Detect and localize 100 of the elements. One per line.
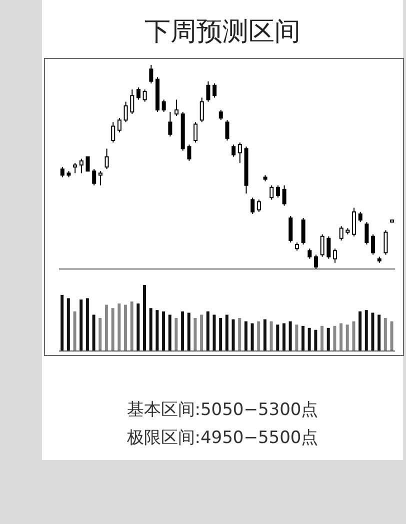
bar [136, 303, 140, 351]
candlestick [117, 118, 122, 133]
candlestick [92, 168, 96, 186]
bar [282, 323, 286, 351]
bar [232, 319, 235, 351]
candlestick [86, 156, 90, 172]
text: 极限区间:4950−5500点 [126, 427, 320, 450]
bar [340, 323, 343, 351]
candlestick [136, 86, 140, 100]
bar [73, 311, 76, 351]
bar [301, 326, 304, 351]
bar [212, 314, 216, 351]
bar [168, 314, 172, 351]
bar [86, 298, 89, 351]
candlestick [308, 248, 312, 260]
bar [181, 311, 184, 351]
candlestick [250, 197, 255, 214]
candlestick [238, 142, 242, 164]
bar [326, 328, 330, 351]
bar [364, 310, 368, 351]
bar [371, 312, 374, 351]
candlestick [352, 207, 356, 237]
candlestick [314, 254, 318, 269]
bar [333, 326, 336, 351]
bar [124, 304, 127, 351]
candlestick [333, 248, 338, 264]
candlestick [232, 144, 236, 158]
candlestick [301, 218, 306, 246]
bar [104, 304, 108, 351]
candlestick [339, 226, 344, 241]
bar [156, 310, 159, 351]
bar [257, 321, 260, 351]
candlestick [206, 80, 210, 102]
candlestick [200, 97, 204, 123]
bar [390, 321, 394, 351]
bar [60, 294, 64, 351]
text: 基本区间:5050−5300点 [126, 399, 320, 422]
bar [346, 324, 349, 351]
bar [295, 324, 298, 351]
candlestick [124, 101, 128, 123]
bar [118, 303, 121, 351]
candlestick [256, 199, 261, 212]
candlestick [218, 109, 223, 121]
candlestick [320, 234, 324, 258]
candlestick [276, 184, 280, 198]
candlestick [288, 215, 293, 243]
bar [111, 308, 114, 351]
bar [378, 314, 381, 351]
bar [219, 318, 222, 351]
bar [187, 312, 190, 351]
candlestick [225, 120, 230, 141]
candlestick [358, 211, 362, 223]
bar [270, 321, 273, 351]
bar [143, 285, 146, 351]
chart-title: 下周预测区间 [144, 16, 302, 49]
candlestick [149, 65, 154, 84]
bar [352, 321, 356, 351]
candlestick [174, 99, 179, 116]
bar [358, 311, 362, 351]
bar [66, 298, 70, 351]
candlestick [130, 88, 134, 114]
candlestick [187, 144, 192, 162]
bar [384, 318, 387, 351]
bar [308, 328, 311, 351]
bar [244, 321, 248, 351]
candlestick [194, 122, 198, 144]
candlestick [371, 234, 376, 256]
bar [288, 321, 292, 351]
candlestick [282, 184, 286, 206]
bar [80, 300, 83, 351]
candlestick [270, 184, 274, 200]
bar [149, 308, 152, 351]
bar [225, 314, 228, 351]
bar [162, 311, 166, 351]
bar [194, 318, 197, 351]
candlestick [364, 222, 369, 246]
candlestick [73, 162, 78, 174]
bar [174, 318, 178, 351]
bar [206, 311, 210, 351]
candlestick [104, 148, 109, 170]
bar [263, 319, 266, 351]
bar [98, 318, 102, 351]
candlestick [212, 82, 217, 98]
candlestick [384, 230, 388, 256]
bar [238, 318, 242, 351]
bar [314, 330, 318, 351]
bar [200, 314, 204, 351]
candlestick [142, 88, 147, 102]
bar [130, 302, 134, 351]
bar [92, 314, 96, 351]
bar [276, 324, 280, 351]
candlestick [168, 111, 172, 137]
candlestick [162, 99, 166, 112]
candlestick [111, 122, 116, 144]
candlestick [98, 170, 102, 186]
candlestick [326, 236, 331, 260]
bar [250, 323, 254, 351]
candlestick [60, 166, 64, 178]
candlestick [79, 158, 84, 174]
bar [320, 326, 324, 351]
